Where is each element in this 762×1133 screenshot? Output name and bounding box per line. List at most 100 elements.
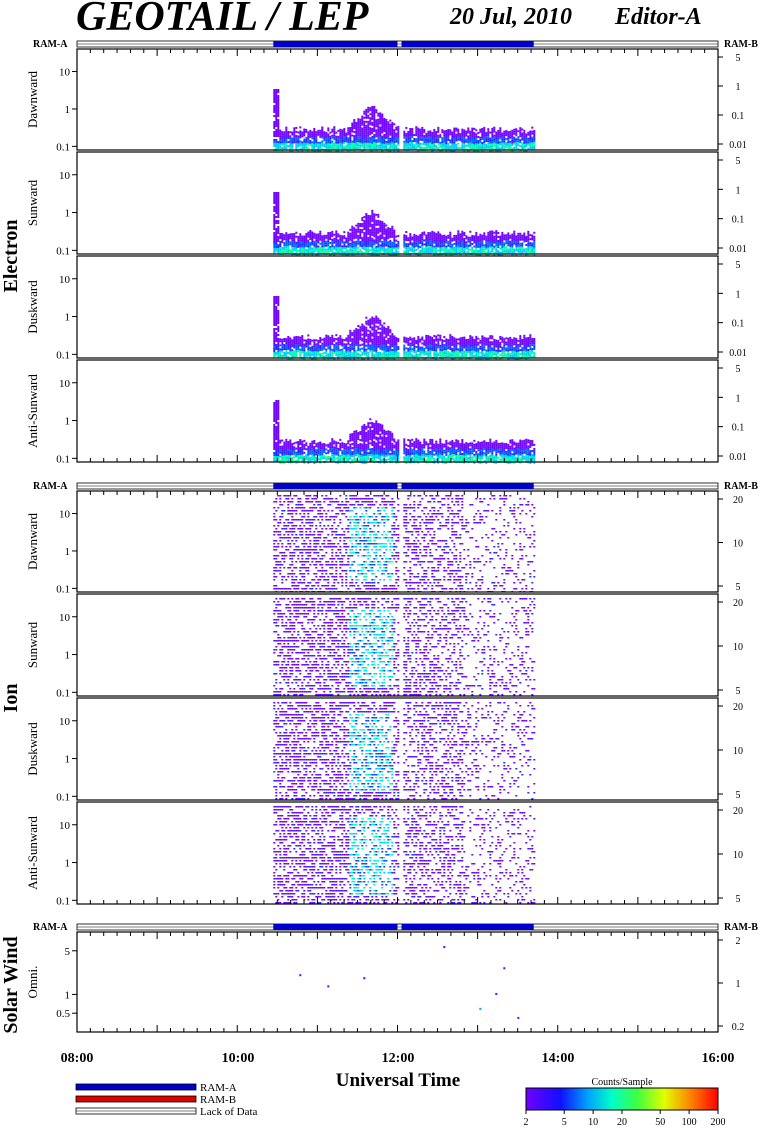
spectrogram-cell (351, 443, 353, 445)
spectrogram-cell (291, 139, 293, 141)
spectrogram-cell (515, 340, 517, 342)
spectrogram-cell (273, 300, 275, 302)
spectrogram-cell (307, 131, 309, 133)
spectrogram-cell (317, 342, 319, 344)
spectrogram-cell (475, 340, 477, 342)
spectrogram-cell (455, 344, 457, 346)
spectrogram-cell (499, 244, 501, 246)
spectrogram-cell (385, 239, 387, 241)
spectrogram-cell (305, 448, 307, 450)
spectrogram-cell (295, 244, 297, 246)
spectrogram-cell (447, 241, 449, 243)
spectrogram-cell (453, 243, 455, 245)
spectrogram-cell (373, 324, 375, 326)
spectrogram-cell (325, 343, 327, 345)
spectrogram-cell (461, 131, 463, 133)
spectrogram-cell (297, 350, 299, 352)
spectrogram-cell (285, 340, 287, 342)
spectrogram-cell (363, 348, 365, 350)
spectrogram-cell (519, 335, 521, 337)
spectrogram-cell (299, 251, 301, 253)
spectrogram-cell (273, 141, 275, 143)
spectrogram-cell (525, 141, 527, 143)
spectrogram-cell (493, 246, 495, 248)
spectrogram-cell (409, 233, 411, 235)
spectrogram-cell (495, 250, 497, 252)
spectrogram-cell (491, 335, 493, 337)
spectrogram-cell (281, 147, 283, 149)
spectrogram-cell (273, 95, 275, 97)
spectrogram-cell (415, 146, 417, 148)
spectrogram-cell (349, 239, 351, 241)
spectrogram-cell (403, 234, 405, 236)
spectrogram-cell (421, 129, 423, 131)
spectrogram-cell (367, 434, 369, 436)
spectrogram-cell (357, 223, 359, 225)
spectrogram-cell (475, 137, 477, 139)
spectrogram-cell (373, 431, 375, 433)
spectrogram-cell (405, 127, 407, 129)
spectrogram-cell (493, 345, 495, 347)
spectrogram-cell (307, 232, 309, 234)
spectrogram-cell (475, 348, 477, 350)
spectrogram-cell (301, 238, 303, 240)
spectrogram-cell (333, 146, 335, 148)
spectrogram-cell (307, 141, 309, 143)
spectrogram-cell (273, 145, 275, 147)
spectrogram-cell (465, 141, 467, 143)
spectrogram-cell (357, 227, 359, 229)
spectrogram-cell (433, 355, 435, 357)
spectrogram-cell (389, 146, 391, 148)
spectrogram-cell (529, 352, 531, 354)
spectrogram-cell (527, 353, 529, 355)
spectrogram-cell (447, 353, 449, 355)
spectrogram-cell (379, 248, 381, 250)
spectrogram-cell (425, 237, 427, 239)
spectrogram-cell (343, 339, 345, 341)
spectrogram-cell (277, 220, 279, 222)
spectrogram-cell (513, 131, 515, 133)
spectrogram-cell (275, 412, 277, 414)
spectrogram-cell (459, 235, 461, 237)
spectrogram-cell (377, 121, 379, 123)
spectrogram-cell (421, 232, 423, 234)
spectrogram-cell (285, 350, 287, 352)
spectrogram-cell (329, 132, 331, 134)
spectrogram-cell (421, 234, 423, 236)
spectrogram-cell (275, 141, 277, 143)
spectrogram-cell (381, 430, 383, 432)
spectrogram-cell (469, 143, 471, 145)
spectrogram-cell (339, 343, 341, 345)
spectrogram-cell (301, 242, 303, 244)
spectrogram-cell (505, 236, 507, 238)
spectrogram-cell (491, 353, 493, 355)
spectrogram-cell (327, 347, 329, 349)
spectrogram-cell (359, 145, 361, 147)
spectrogram-cell (337, 355, 339, 357)
spectrogram-cell (277, 244, 279, 246)
spectrogram-cell (367, 117, 369, 119)
spectrogram-cell (325, 337, 327, 339)
spectrogram-cell (451, 342, 453, 344)
spectrogram-cell (525, 337, 527, 339)
spectrogram-cell (451, 340, 453, 342)
spectrogram-cell (471, 138, 473, 140)
spectrogram-cell (277, 141, 279, 143)
spectrogram-cell (435, 356, 437, 358)
spectrogram-cell (481, 337, 483, 339)
spectrogram-cell (373, 217, 375, 219)
spectrogram-cell (459, 350, 461, 352)
spectrogram-cell (367, 324, 369, 326)
spectrogram-cell (333, 242, 335, 244)
spectrogram-cell (413, 347, 415, 349)
spectrogram-cell (441, 147, 443, 149)
spectrogram-cell (405, 235, 407, 237)
spectrogram-cell (433, 345, 435, 347)
spectrogram-cell (485, 342, 487, 344)
spectrogram-cell (441, 239, 443, 241)
spectrogram-cell (349, 354, 351, 356)
spectrogram-cell (275, 332, 277, 334)
spectrogram-cell (337, 458, 339, 460)
spectrogram-cell (393, 246, 395, 248)
spectrogram-cell (459, 348, 461, 350)
